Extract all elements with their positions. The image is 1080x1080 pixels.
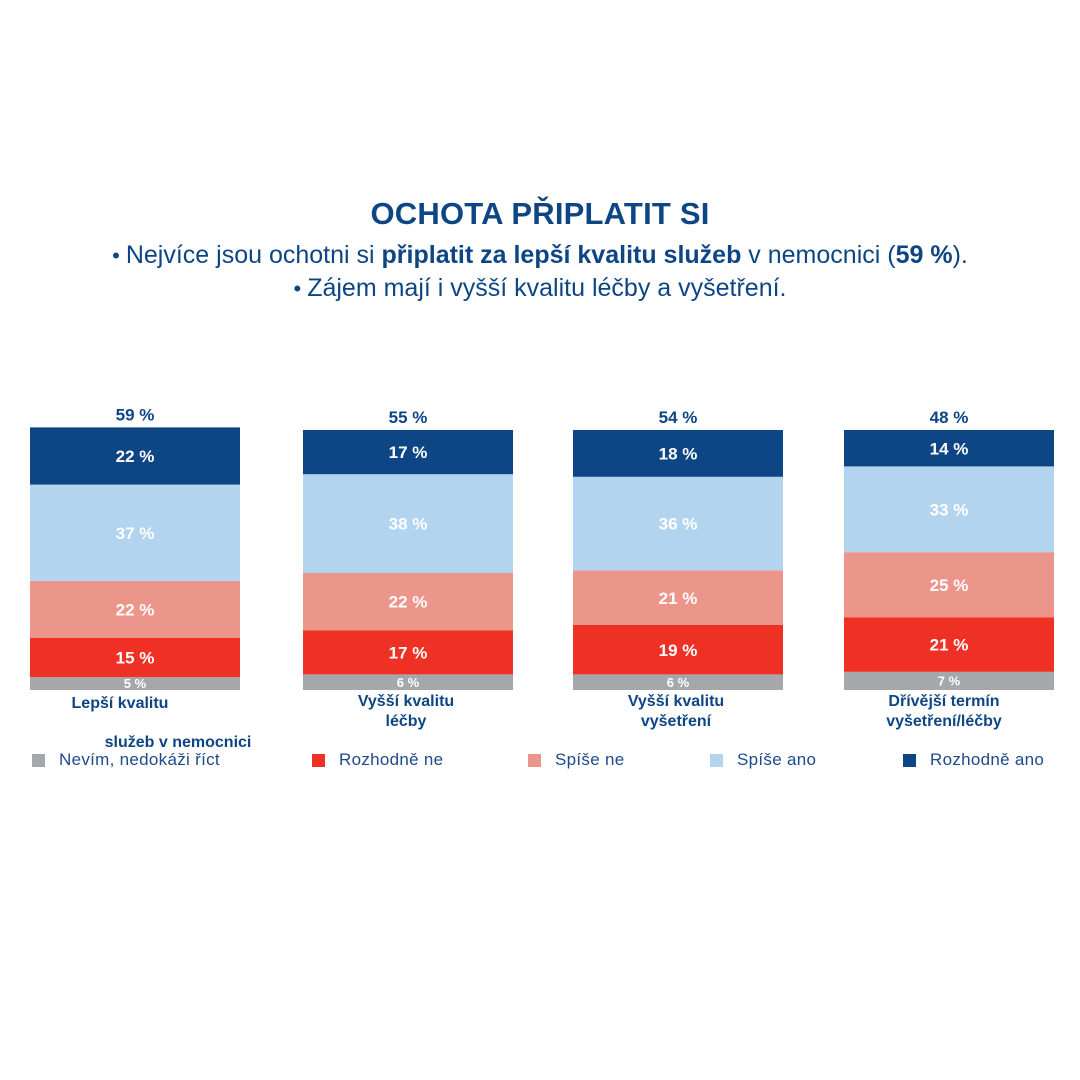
stacked-bar-chart: 5 % 15 % 22 % 37 % 22 % 59 % 6 % 17 % 22 % 38 % 17… xyxy=(30,405,1054,751)
legend-swatch xyxy=(528,753,541,767)
category-label: Vyšší kvalitu xyxy=(358,693,454,710)
legend-label: Rozhodně ano xyxy=(930,750,1045,769)
category-label: Dřívější termín xyxy=(888,693,999,710)
bar-segment xyxy=(573,570,783,625)
legend-label: Spíše ne xyxy=(555,750,625,769)
bullet-1: • Nejvíce jsou ochotni si připlatit za le… xyxy=(0,240,1080,271)
bar-segment xyxy=(30,638,240,677)
legend: Nevím, nedokáži říct Rozhodně ne Spíše n… xyxy=(0,750,1080,774)
bar-total-label: 48 % xyxy=(930,408,969,427)
bar-segment xyxy=(303,474,513,573)
segment-value-label: 14 % xyxy=(930,439,969,458)
legend-swatch xyxy=(312,753,325,767)
legend-label: Spíše ano xyxy=(737,750,817,769)
segment-value-label: 21 % xyxy=(659,589,698,608)
bar-total-label: 54 % xyxy=(659,408,698,427)
segment-value-label: 15 % xyxy=(116,649,155,668)
bar-total-label: 55 % xyxy=(389,408,428,427)
bullet-1-text-end: ). xyxy=(952,241,968,269)
legend-swatch xyxy=(32,753,45,767)
legend-item-spise-ne: Spíše ne xyxy=(528,750,625,770)
bar-segment xyxy=(573,674,783,690)
segment-value-label: 22 % xyxy=(116,601,155,620)
segment-value-label: 6 % xyxy=(667,675,690,690)
bullet-1-text-mid: v nemocnici ( xyxy=(741,241,896,269)
legend-item-nevim: Nevím, nedokáži říct xyxy=(32,750,220,770)
bar-segment xyxy=(573,430,783,477)
bar-segment xyxy=(573,476,783,571)
bar-segment xyxy=(844,617,1054,672)
bar-total-label: 59 % xyxy=(116,405,155,424)
category-label: Vyšší kvalitu xyxy=(628,693,724,710)
category-label: vyšetření/léčby xyxy=(886,713,1002,730)
legend-label: Nevím, nedokáži říct xyxy=(59,750,220,769)
bar-segment xyxy=(30,677,240,690)
segment-value-label: 22 % xyxy=(116,447,155,466)
bar-segment xyxy=(30,427,240,485)
segment-value-label: 5 % xyxy=(124,676,147,691)
segment-value-label: 33 % xyxy=(930,500,969,519)
segment-value-label: 18 % xyxy=(659,445,698,464)
bullet-dot: • xyxy=(293,276,302,301)
segment-value-label: 19 % xyxy=(659,641,698,660)
chart-header: OCHOTA PŘIPLATIT SI • Nejvíce jsou ochotn… xyxy=(0,196,1080,304)
bar-segment xyxy=(30,580,240,638)
category-label: Lepší kvalitu xyxy=(72,695,169,712)
bar-segment xyxy=(303,430,513,475)
segment-value-label: 17 % xyxy=(389,643,428,662)
segment-value-label: 6 % xyxy=(397,675,420,690)
category-label: vyšetření xyxy=(641,713,712,730)
segment-value-label: 36 % xyxy=(659,515,698,534)
segment-value-label: 17 % xyxy=(389,443,428,462)
bullet-1-text: Nejvíce jsou ochotni si xyxy=(125,241,382,269)
segment-value-label: 22 % xyxy=(389,593,428,612)
bullet-1-bold: připlatit za lepší kvalitu služeb xyxy=(381,241,742,269)
bar-segment xyxy=(303,630,513,675)
bullet-2-text: Zájem mají i vyšší kvalitu léčby a vyšet… xyxy=(307,274,787,302)
bullet-2: • Zájem mají i vyšší kvalitu léčby a vyše… xyxy=(0,273,1080,304)
legend-label: Rozhodně ne xyxy=(339,750,444,769)
bullet-1-percent: 59 % xyxy=(895,241,953,269)
category-label: služeb v nemocnici xyxy=(105,734,252,751)
bar-segment xyxy=(303,674,513,690)
segment-value-label: 25 % xyxy=(930,576,969,595)
bar-segment xyxy=(30,484,240,581)
bar-segment xyxy=(844,552,1054,618)
legend-item-spise-ano: Spíše ano xyxy=(710,750,816,770)
segment-value-label: 7 % xyxy=(938,674,961,689)
legend-item-rozhodne-ano: Rozhodně ano xyxy=(903,750,1044,770)
segment-value-label: 21 % xyxy=(930,636,969,655)
category-label: léčby xyxy=(386,713,427,730)
bar-segment xyxy=(303,573,513,631)
bullet-dot: • xyxy=(112,243,120,268)
bar-segment xyxy=(844,671,1054,690)
bar-segment xyxy=(573,625,783,675)
bar-segment xyxy=(844,430,1054,467)
legend-swatch xyxy=(710,753,723,767)
bar-segment xyxy=(844,466,1054,553)
segment-value-label: 38 % xyxy=(389,515,428,534)
chart-title: OCHOTA PŘIPLATIT SI xyxy=(370,196,710,231)
legend-swatch xyxy=(903,753,916,767)
segment-value-label: 37 % xyxy=(116,524,155,543)
legend-item-rozhodne-ne: Rozhodně ne xyxy=(312,750,443,770)
